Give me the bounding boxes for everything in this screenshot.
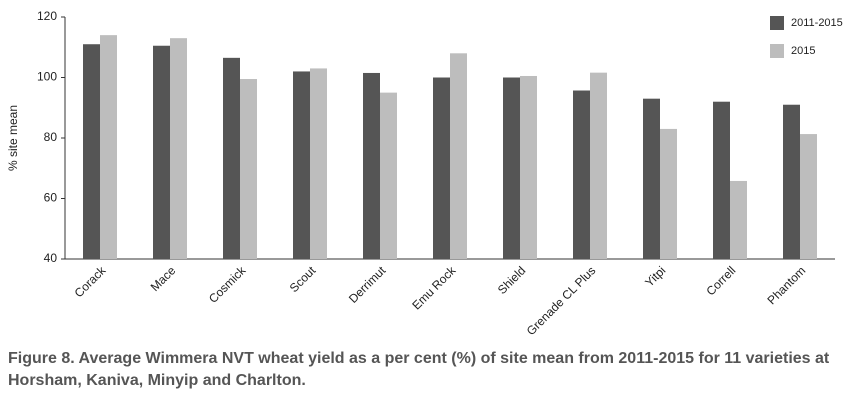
chart-title: Figure 8. Average Wimmera NVT wheat yiel… xyxy=(8,350,830,389)
x-tick-label: Phantom xyxy=(765,263,809,307)
y-tick-label: 80 xyxy=(44,130,58,144)
bar xyxy=(643,98,660,259)
y-tick-label: 120 xyxy=(37,9,57,23)
bar xyxy=(503,77,520,259)
x-tick-label: Corack xyxy=(72,263,109,300)
bar xyxy=(153,45,170,259)
bar xyxy=(730,180,747,259)
x-tick-label: Scout xyxy=(287,263,319,295)
bar xyxy=(800,134,817,259)
x-tick-label: Grenade CL Plus xyxy=(524,263,599,338)
bar xyxy=(433,77,450,259)
legend-label: 2015 xyxy=(791,45,815,57)
bar xyxy=(363,72,380,260)
y-axis-label: % site mean xyxy=(6,105,20,171)
x-tick-label: Mace xyxy=(148,263,179,294)
bar xyxy=(170,38,187,259)
x-tick-label: Cosmick xyxy=(206,263,249,306)
bar xyxy=(660,128,677,259)
bar xyxy=(713,101,730,259)
bar xyxy=(100,35,117,260)
x-tick-label: Yitpi xyxy=(642,263,668,289)
bar xyxy=(310,68,327,259)
legend-swatch xyxy=(770,16,784,30)
bar xyxy=(380,92,397,259)
x-tick-label: Derrimut xyxy=(346,263,389,306)
bar xyxy=(520,75,537,259)
bar xyxy=(83,44,100,259)
bar xyxy=(573,90,590,259)
y-tick-label: 60 xyxy=(44,191,58,205)
bar xyxy=(223,57,240,260)
legend-swatch xyxy=(770,44,784,58)
x-tick-label: Shield xyxy=(495,263,528,296)
bar xyxy=(450,53,467,259)
x-tick-label: Emu Rock xyxy=(409,263,459,313)
bar xyxy=(590,72,607,259)
x-tick-label: Correll xyxy=(703,263,738,298)
y-tick-label: 100 xyxy=(37,70,57,84)
bar xyxy=(240,79,257,259)
bar xyxy=(293,71,310,259)
chart: % site mean 40 60 80 100 120 Corack Mace Cosmic… xyxy=(6,9,843,338)
bar xyxy=(783,104,800,259)
legend-label: 2011-2015 xyxy=(791,17,843,29)
y-tick-label: 40 xyxy=(44,251,58,265)
